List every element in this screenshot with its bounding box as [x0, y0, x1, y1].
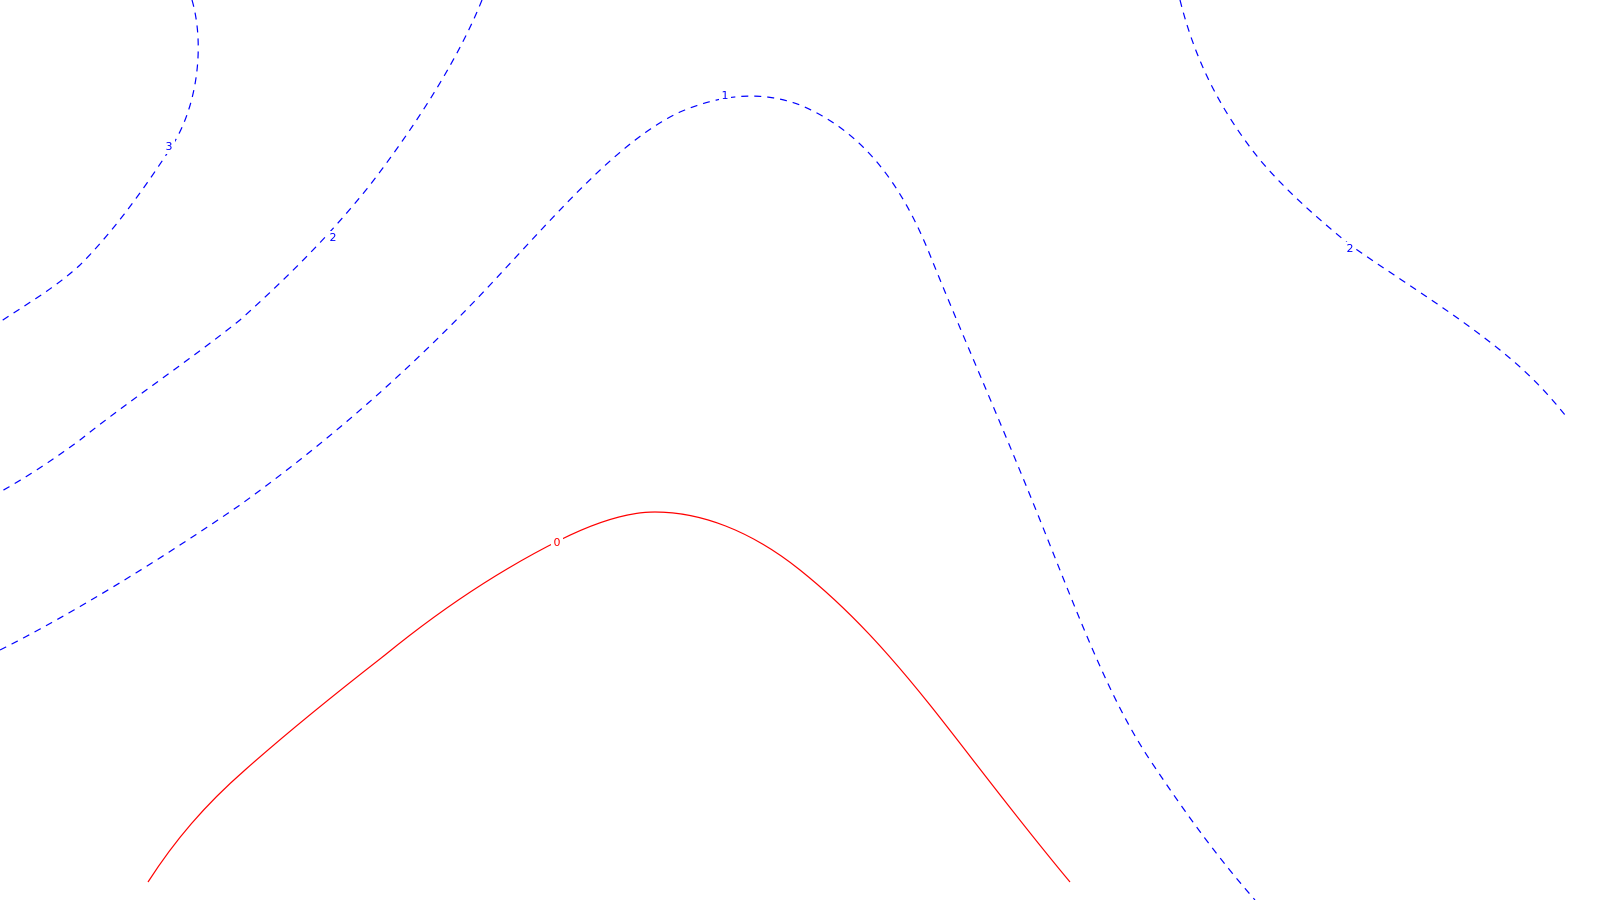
contour-label-bg-0: [551, 536, 563, 550]
contour-line-1: 1: [0, 89, 1256, 900]
contour-label-0: 0: [554, 536, 561, 549]
contour-path-0: [147, 511, 1071, 883]
contour-path-3: [0, 0, 199, 323]
contour-label-2-right: 2: [1347, 242, 1354, 255]
contour-path-1: [0, 95, 1256, 900]
contour-label-1: 1: [722, 89, 729, 102]
contour-label-bg-2-left: [327, 231, 339, 245]
contour-path-2-left: [0, 0, 483, 493]
contour-line-2-right: 2: [1179, 0, 1566, 416]
contour-label-bg-3: [163, 140, 175, 154]
contour-path-2-right: [1179, 0, 1566, 416]
contour-label-bg-1: [719, 89, 731, 103]
contour-line-2-left: 2: [0, 0, 483, 493]
contour-label-bg-2-right: [1344, 242, 1356, 256]
contour-label-2-left: 2: [330, 231, 337, 244]
contour-line-0: 0: [147, 511, 1071, 883]
contour-label-3: 3: [166, 140, 173, 153]
contour-line-3: 3: [0, 0, 199, 323]
